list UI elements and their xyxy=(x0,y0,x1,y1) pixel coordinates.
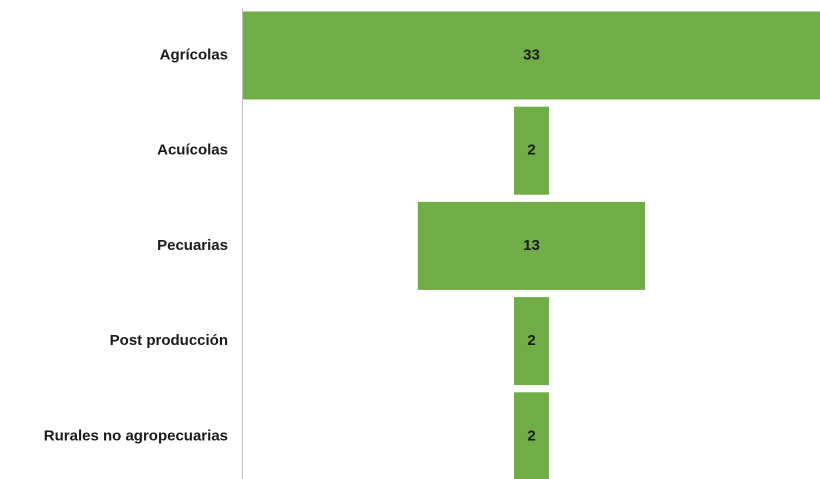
category-label: Acuícolas xyxy=(157,142,228,159)
funnel-bar xyxy=(514,106,549,195)
category-label: Rurales no agropecuarias xyxy=(44,427,228,444)
data-label: 2 xyxy=(527,142,535,159)
data-label: 2 xyxy=(527,332,535,349)
funnel-bar xyxy=(514,392,549,479)
data-label: 33 xyxy=(523,46,540,63)
funnel-bar xyxy=(243,11,820,100)
category-label: Post producción xyxy=(110,332,228,349)
funnel-bar xyxy=(514,297,549,386)
category-label: Pecuarias xyxy=(157,237,228,254)
funnel-bar xyxy=(417,201,646,290)
category-label: Agrícolas xyxy=(160,46,228,63)
data-label: 13 xyxy=(523,237,540,254)
data-label: 2 xyxy=(527,427,535,444)
